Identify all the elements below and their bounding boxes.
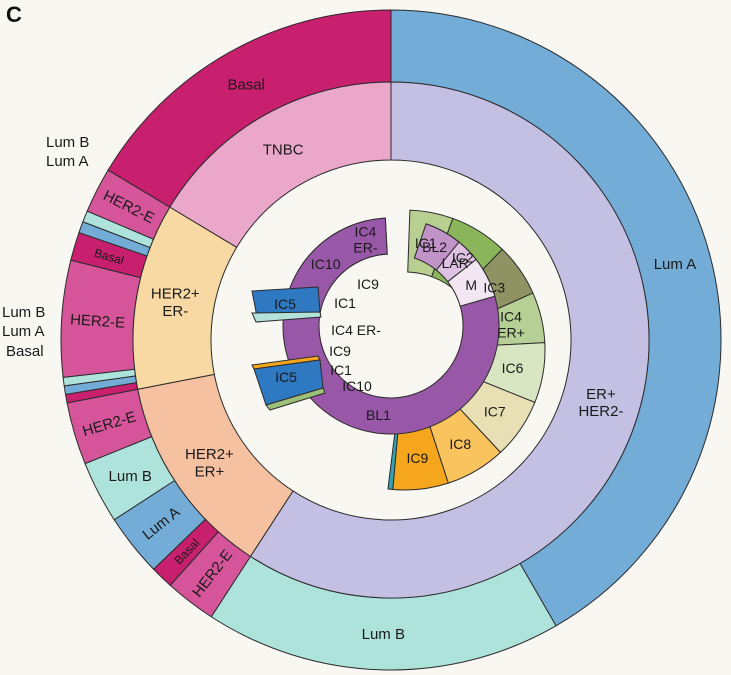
inner-label-bl1-l3: BL1	[366, 407, 391, 423]
inner-label-ic7-r5: IC7	[484, 404, 506, 420]
inner-label-ic4-er-l2: IC4 ER-	[353, 224, 377, 256]
centre-label-ic4-er-minus: IC4 ER-	[331, 322, 381, 338]
inner-label-ic5-upper: IC5	[274, 296, 296, 312]
centre-label-ic9-lower: IC9	[329, 343, 351, 359]
middle-label-her2-er: HER2+ ER-	[151, 286, 200, 320]
middle-segment-tnbc	[169, 81, 392, 248]
centre-label-ic1-lower: IC1	[330, 362, 352, 378]
inner-label-ic10-l0: IC10	[311, 256, 341, 272]
outer-label-her2-e-10: HER2-E	[70, 311, 126, 332]
inner-wedge-ic5-upper-sliver	[251, 311, 322, 323]
centre-label-ic9-upper: IC9	[357, 276, 379, 292]
middle-ring	[132, 81, 650, 599]
inner-segment-m-l6	[447, 258, 496, 307]
inner-label-ic6-r4: IC6	[502, 360, 524, 376]
inner-label-ic9-r7: IC9	[406, 450, 428, 466]
inner-label-ic5-lower: IC5	[275, 369, 297, 385]
panel-letter: C	[6, 2, 22, 27]
middle-label-tnbc: TNBC	[263, 142, 304, 159]
centre-label-ic10-lower: IC10	[342, 378, 372, 394]
callout-upper-lum-a: Lum A	[46, 153, 89, 170]
callout-lower-lum-b: Lum B	[2, 304, 45, 321]
callout-lower-basal: Basal	[6, 343, 44, 360]
middle-label-er-her2: ER+ HER2-	[578, 386, 623, 420]
middle-segment-er-her2	[249, 81, 650, 599]
inner-label-m-l6: M	[465, 277, 477, 293]
outer-label-basal-15: Basal	[227, 76, 265, 93]
inner-label-lar-l5: LAR	[442, 255, 469, 271]
outer-ring	[60, 9, 722, 671]
inner-label-ic1-r0: IC1	[415, 235, 437, 251]
inner-label-ic3-r2: IC3	[483, 279, 505, 295]
outer-label-lum-b-1: Lum B	[362, 626, 405, 643]
outer-label-lum-a-0: Lum A	[654, 256, 697, 273]
middle-label-her2-er: HER2+ ER+	[185, 446, 234, 480]
centre-label-ic1-upper: IC1	[334, 295, 356, 311]
inner-wedge-ic5-lower-sliver2	[265, 387, 326, 411]
callout-upper-lum-b: Lum B	[46, 134, 89, 151]
inner-ring	[251, 209, 546, 491]
inner-label-ic4-er-r3: IC4 ER+	[497, 308, 525, 340]
outer-label-lum-b-5: Lum B	[109, 468, 152, 485]
callout-lower-lum-a: Lum A	[2, 323, 45, 340]
inner-label-bl2-l4: BL2	[422, 239, 447, 255]
inner-label-ic8-r6: IC8	[449, 436, 471, 452]
inner-label-ic2-r1: IC2	[452, 249, 474, 265]
